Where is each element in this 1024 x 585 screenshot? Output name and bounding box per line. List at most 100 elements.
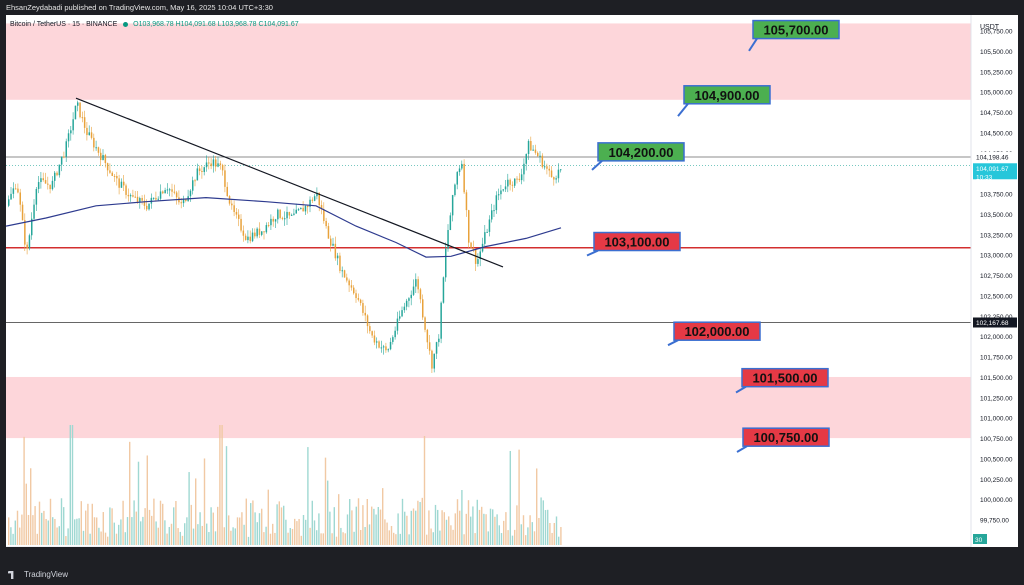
- candle-body: [380, 347, 383, 349]
- candle-body: [19, 192, 21, 205]
- candle-body: [254, 232, 256, 237]
- candle-body: [132, 195, 134, 197]
- volume-bar: [353, 531, 355, 545]
- chart-pane[interactable]: 105,700.00 104,900.00 104,200.00 103,100.00…: [6, 15, 1018, 547]
- candle-body: [385, 346, 387, 351]
- candle-body: [424, 317, 426, 330]
- volume-bar: [195, 478, 197, 545]
- volume-bar: [168, 526, 170, 545]
- candle-body: [403, 306, 406, 311]
- volume-bar: [137, 461, 140, 545]
- volume-bar: [247, 536, 250, 545]
- candle-body: [405, 300, 408, 307]
- volume-bar: [124, 532, 126, 545]
- candle-body: [454, 184, 456, 196]
- volume-bar: [360, 529, 362, 545]
- price-tick-label: 100,500.00: [980, 456, 1013, 463]
- volume-bar: [538, 517, 540, 545]
- volume-bar: [173, 507, 175, 545]
- candle-body: [242, 230, 245, 236]
- volume-bar: [243, 524, 245, 545]
- volume-bar: [258, 513, 261, 545]
- volume-bar: [212, 512, 214, 545]
- candle-body: [205, 162, 208, 168]
- price-tick-label: 102,000.00: [980, 334, 1013, 341]
- volume-bar: [443, 512, 445, 545]
- candle-body: [125, 185, 127, 195]
- candle-body: [463, 163, 465, 193]
- candle-body: [313, 196, 316, 201]
- volume-bar: [305, 519, 307, 545]
- candle-body: [47, 183, 49, 185]
- volume-bar: [307, 447, 309, 545]
- volume-bar: [214, 531, 217, 545]
- candle-body: [277, 209, 279, 220]
- candle-body: [261, 231, 263, 235]
- price-tick-label: 105,250.00: [980, 69, 1013, 76]
- volume-badge: 30: [973, 534, 987, 544]
- volume-badge-bg: [973, 534, 987, 544]
- ohlc-close: C104,091.67: [258, 21, 299, 28]
- callout-pointer: [677, 103, 689, 117]
- volume-bar: [331, 533, 333, 545]
- candle-body: [518, 178, 521, 181]
- volume-bar: [492, 509, 494, 545]
- volume-bar: [225, 446, 228, 545]
- volume-bar: [78, 518, 80, 545]
- volume-bar: [52, 517, 54, 545]
- volume-bar: [379, 509, 382, 545]
- volume-bar: [410, 510, 412, 545]
- volume-bar: [241, 512, 243, 545]
- currency-label: USDT: [980, 24, 1000, 31]
- volume-bar: [419, 502, 421, 545]
- candle-body: [511, 184, 514, 186]
- candle-body: [60, 156, 63, 165]
- volume-bar: [278, 501, 280, 545]
- volume-bar: [153, 498, 155, 545]
- volume-bar: [25, 483, 27, 545]
- volume-bar: [445, 519, 448, 545]
- candle-body: [102, 155, 104, 161]
- volume-bar: [197, 524, 199, 545]
- candle-body: [129, 195, 132, 197]
- level-label: 105,700.00: [763, 23, 828, 38]
- candle-body: [14, 188, 17, 190]
- candle-body: [336, 255, 339, 259]
- volume-bar: [434, 504, 437, 545]
- price-chart[interactable]: 105,700.00 104,900.00 104,200.00 103,100.00…: [6, 15, 1018, 547]
- level-callout: 103,100.00: [586, 231, 681, 257]
- candle-body: [332, 243, 334, 246]
- candle-body: [238, 214, 240, 219]
- volume-bar: [267, 489, 269, 545]
- price-tick-label: 101,750.00: [980, 355, 1013, 362]
- volume-bar: [375, 514, 377, 545]
- candle-body: [182, 199, 185, 204]
- candle-body: [24, 220, 26, 245]
- volume-bar: [489, 508, 492, 545]
- candle-body: [152, 197, 155, 199]
- lower-line-tag-text: 102,167.68: [976, 320, 1009, 327]
- level-label: 104,900.00: [694, 88, 759, 103]
- candle-body: [387, 349, 389, 351]
- volume-bar: [291, 528, 294, 545]
- volume-bar: [91, 503, 93, 545]
- candle-body: [546, 166, 548, 169]
- tradingview-logo[interactable]: TradingView: [8, 565, 68, 585]
- candle-body: [88, 132, 90, 136]
- price-tick-label: 104,500.00: [980, 130, 1013, 137]
- volume-bar: [549, 523, 551, 545]
- volume-badge-text: 30: [975, 537, 983, 544]
- price-tick-label: 103,000.00: [980, 253, 1013, 260]
- volume-bar: [232, 527, 234, 545]
- candle-body: [493, 210, 495, 212]
- candle-body: [169, 189, 171, 191]
- volume-bar: [109, 507, 111, 545]
- volume-bar: [503, 520, 505, 545]
- volume-bar: [45, 518, 47, 545]
- volume-bar: [349, 499, 351, 545]
- candle-body: [484, 232, 486, 244]
- volume-bar: [527, 527, 529, 545]
- volume-bar: [355, 506, 357, 545]
- candle-body: [134, 196, 136, 198]
- candle-body: [136, 196, 139, 202]
